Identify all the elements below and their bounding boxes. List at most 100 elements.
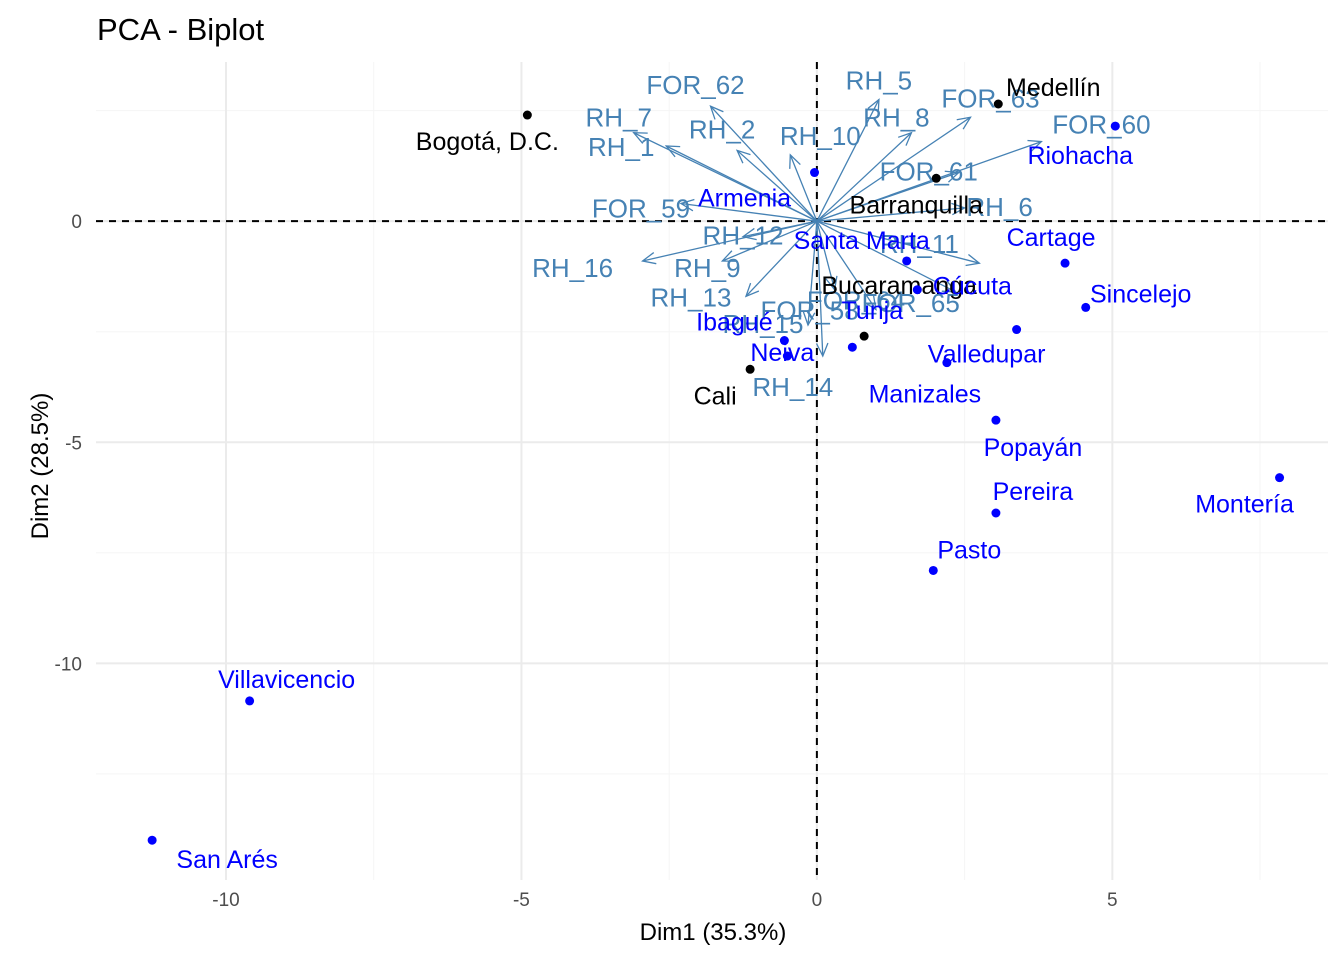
individual-points: Bogotá, D.C. Medellín Barranquilla Bucarama… <box>147 74 1294 874</box>
variable-arrowhead <box>951 202 967 216</box>
variable-label: RH_7 <box>585 103 651 133</box>
individual-point <box>1081 302 1091 312</box>
individual-point <box>847 342 857 352</box>
variable-arrowhead <box>709 105 724 120</box>
y-axis-ticks: -10 -5 0 <box>55 212 82 675</box>
individual-point <box>912 285 922 295</box>
individual-label: Pasto <box>937 536 1001 564</box>
variable-arrowhead <box>641 252 657 265</box>
variable-arrowhead <box>897 131 913 146</box>
individual-point <box>991 508 1001 518</box>
variable-arrow <box>816 207 965 222</box>
variable-arrowhead <box>664 145 681 158</box>
variable-arrow <box>736 149 818 222</box>
variable-label: FOR_59 <box>592 193 690 223</box>
individual-point <box>859 331 869 341</box>
variable-arrowhead <box>956 116 972 130</box>
individual-label: Riohacha <box>1027 142 1133 170</box>
variable-label: FOR_61 <box>880 157 978 187</box>
variable-arrowhead <box>941 280 958 293</box>
individual-point <box>810 168 820 178</box>
individual-label: Pereira <box>993 478 1074 506</box>
individual-label: Bucaramanga <box>821 272 977 300</box>
variable-arrow <box>722 220 818 262</box>
individual-label: Cartage <box>1007 224 1096 252</box>
variable-arrow <box>816 220 957 293</box>
variable-arrow <box>816 221 824 357</box>
variable-arrowhead <box>815 342 829 358</box>
variable-label: FOR_65 <box>862 288 960 318</box>
chart-title: PCA - Biplot <box>97 12 265 47</box>
individual-label: Manizales <box>869 381 982 409</box>
individual-label: Popayán <box>984 434 1083 462</box>
variable-arrow <box>816 116 971 222</box>
individual-point <box>1012 325 1022 335</box>
individual-label: Montería <box>1195 491 1294 519</box>
individual-label: Villavicencio <box>218 666 355 694</box>
variable-arrowhead <box>802 311 816 327</box>
individual-point <box>928 565 938 575</box>
individual-point <box>1060 258 1070 268</box>
y-axis-title: Dim2 (28.5%) <box>27 393 54 540</box>
variable-label: RH_6 <box>966 192 1032 222</box>
variable-label: RH_1 <box>588 132 654 162</box>
variable-label: RH_10 <box>780 121 861 151</box>
zero-lines <box>96 62 1328 880</box>
individual-label: Barranquilla <box>850 191 984 219</box>
variable-label: RH_14 <box>752 372 833 402</box>
variable-arrowhead <box>944 170 961 183</box>
individual-point <box>522 110 532 120</box>
individual-label: Bogotá, D.C. <box>416 128 559 156</box>
variable-arrowhead <box>632 132 648 144</box>
variable-label: RH_15 <box>723 309 804 339</box>
individual-point <box>745 364 755 374</box>
individual-point <box>1110 121 1120 131</box>
variable-label: RH_8 <box>863 103 929 133</box>
variable-label: FOR_60 <box>1052 110 1150 140</box>
variable-arrow <box>642 220 818 262</box>
variable-arrowhead <box>789 153 801 169</box>
variable-arrow <box>816 221 836 290</box>
individual-point <box>1275 473 1285 483</box>
x-axis-title: Dim1 (35.3%) <box>640 919 787 946</box>
variable-arrowhead <box>1027 139 1043 152</box>
variable-arrowhead <box>679 198 695 212</box>
variable-label: RH_9 <box>674 253 740 283</box>
variable-label: RH_5 <box>846 66 912 96</box>
variable-label: RH_16 <box>532 253 613 283</box>
variable-arrowhead <box>965 253 981 267</box>
variable-label: FOR_63 <box>941 83 1039 113</box>
individual-label: Sincelejo <box>1090 280 1191 308</box>
individual-label: Neiva <box>750 339 814 367</box>
variable-arrowhead <box>735 149 751 164</box>
individual-point <box>245 696 255 706</box>
variable-label: RH_11 <box>880 229 959 259</box>
individual-label: San Arés <box>176 846 277 874</box>
variable-arrow <box>789 154 818 222</box>
variable-arrowhead <box>825 275 838 292</box>
variable-arrowhead <box>741 227 757 241</box>
individual-point <box>991 415 1001 425</box>
variable-label: RH_12 <box>703 221 784 251</box>
individual-label: Tunja <box>842 297 904 325</box>
individual-label: Medellín <box>1006 74 1101 102</box>
x-tick-label: -5 <box>513 890 530 911</box>
individual-label: Cali <box>694 382 737 410</box>
variable-arrow <box>816 220 877 310</box>
individual-label: Ibagué <box>696 309 772 337</box>
individual-point <box>993 99 1003 109</box>
individual-label: Santa Marta <box>794 227 930 255</box>
variable-arrow <box>807 221 818 326</box>
variable-arrow <box>816 132 912 222</box>
variable-arrow <box>816 99 880 222</box>
individual-point <box>782 351 792 361</box>
minor-gridlines <box>96 62 1328 880</box>
variable-arrow <box>665 145 818 222</box>
variable-arrowhead <box>863 295 877 311</box>
variable-arrow <box>710 105 818 222</box>
variable-arrow <box>816 220 980 264</box>
individual-point <box>902 256 912 266</box>
